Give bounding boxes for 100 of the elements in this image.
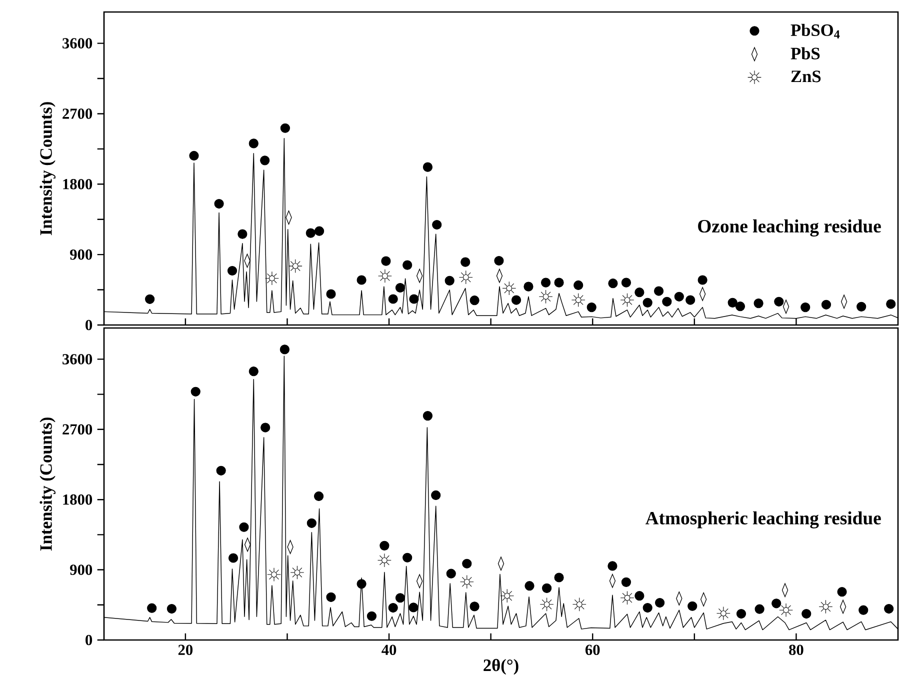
point [511, 295, 522, 305]
point [462, 558, 472, 568]
point [654, 598, 665, 608]
point [821, 300, 832, 310]
point [620, 293, 634, 307]
point [621, 577, 632, 587]
y-tick-label: 2700 [62, 108, 92, 119]
point [571, 293, 586, 307]
point [754, 604, 764, 614]
point [642, 602, 652, 613]
point [402, 552, 412, 562]
point [554, 278, 564, 288]
y-tick-label: 900 [70, 564, 92, 575]
point [500, 588, 514, 603]
point [642, 298, 652, 308]
point [408, 602, 418, 612]
point [837, 587, 847, 597]
point [620, 590, 634, 605]
point [378, 269, 392, 283]
point [431, 490, 441, 500]
point [802, 608, 812, 619]
legend-label: PbSO$_{4}$ [790, 24, 840, 38]
point [538, 290, 553, 304]
point [356, 275, 366, 285]
point [260, 422, 270, 432]
point [662, 296, 672, 306]
point [608, 561, 618, 571]
y-tick-label: 900 [70, 249, 92, 260]
point [470, 296, 480, 306]
point [460, 257, 470, 267]
legend-label: ZnS [791, 70, 821, 82]
point [265, 271, 279, 286]
point [686, 295, 696, 305]
y-tick-label: 1800 [63, 178, 92, 190]
y-axis-title: Intensity (Counts) [40, 418, 56, 551]
point [378, 553, 392, 568]
point [542, 583, 552, 593]
point [460, 574, 474, 589]
point [326, 592, 336, 602]
point [260, 156, 270, 166]
y-tick-label: 0 [86, 320, 92, 330]
point [772, 598, 782, 608]
point [280, 344, 290, 354]
point [239, 522, 249, 532]
point [736, 608, 746, 619]
point [214, 198, 224, 209]
point [858, 605, 868, 615]
x-tick-label: 60 [585, 644, 600, 656]
x-tick-label: 80 [789, 644, 804, 656]
point [314, 491, 324, 502]
point [388, 294, 398, 304]
point [608, 278, 618, 288]
point [470, 602, 480, 612]
point [634, 288, 644, 298]
point [248, 138, 258, 148]
point [674, 292, 684, 302]
point [216, 466, 226, 476]
point [654, 286, 664, 296]
point [248, 366, 258, 376]
point [818, 600, 833, 614]
point [145, 294, 155, 304]
point [381, 256, 391, 266]
point [586, 302, 596, 312]
annotation: Ozone leaching residue [698, 219, 881, 236]
point [554, 572, 564, 582]
point [166, 604, 176, 614]
point [409, 294, 419, 304]
point [621, 278, 632, 288]
point [735, 302, 746, 312]
point [716, 606, 730, 620]
point [754, 298, 764, 308]
point [540, 278, 551, 288]
point [446, 568, 456, 578]
point [856, 302, 866, 312]
point [540, 597, 554, 612]
point [306, 518, 316, 528]
point [524, 282, 534, 292]
point [728, 298, 738, 308]
annotation: Atmospheric leaching residue [645, 511, 881, 528]
x-tick-label: 40 [382, 644, 396, 656]
point [444, 276, 454, 286]
point [634, 591, 644, 601]
point [395, 593, 406, 603]
point [227, 266, 238, 276]
point [494, 256, 504, 266]
point [688, 601, 698, 611]
legend-label: PbS [790, 47, 820, 60]
point [326, 289, 336, 299]
y-tick-label: 3600 [62, 354, 92, 364]
point [366, 611, 377, 621]
point [189, 150, 199, 161]
point [280, 123, 290, 133]
point [147, 603, 157, 613]
point [422, 411, 433, 421]
y-tick-label: 2700 [62, 424, 92, 435]
point [774, 296, 784, 306]
point [574, 280, 584, 290]
point [306, 228, 316, 238]
point [524, 581, 534, 591]
point [380, 540, 390, 550]
